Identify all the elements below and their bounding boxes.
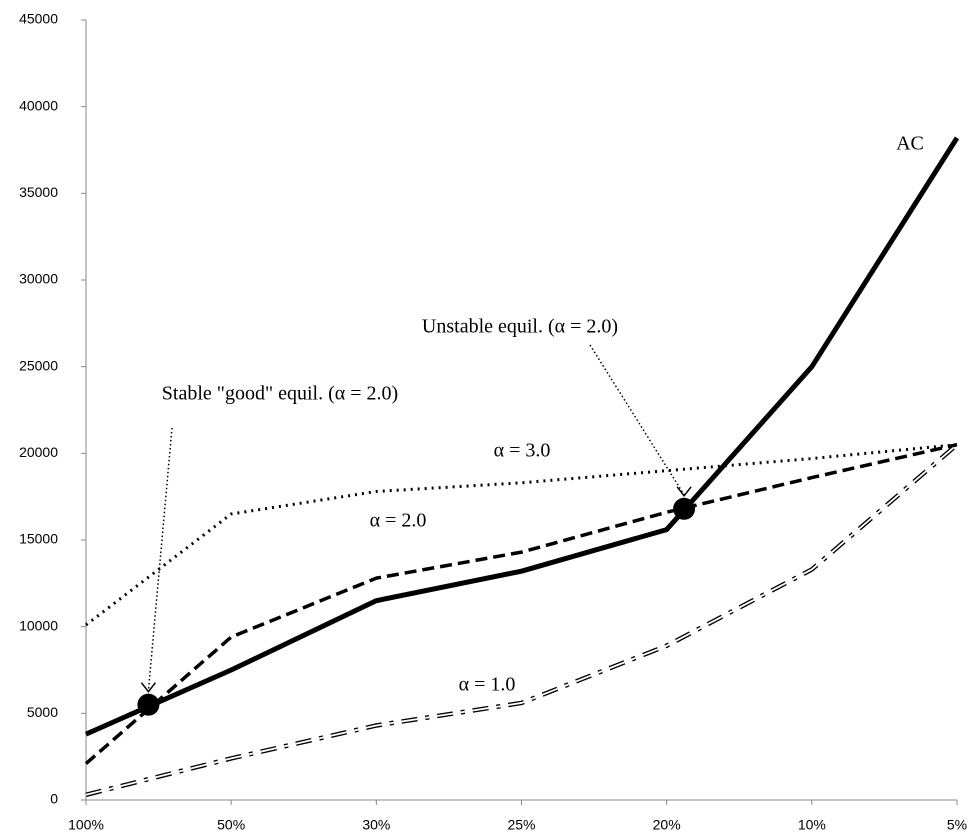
y-tick-label: 30000 [19, 271, 58, 287]
series-line [84, 442, 958, 765]
arrow-head [676, 486, 692, 498]
x-tick-label: 10% [798, 817, 826, 833]
y-tick-label: 0 [50, 791, 58, 807]
y-tick-label: 45000 [19, 11, 58, 27]
x-tick-label: 100% [68, 817, 104, 833]
annotation: Unstable equil. (α = 2.0) [422, 316, 618, 338]
annotation-arrow [147, 427, 173, 691]
y-tick-label: 25000 [19, 357, 58, 373]
annotation: Stable "good" equil. (α = 2.0) [162, 383, 398, 405]
equilibrium-point [673, 497, 696, 520]
x-tick-label: 20% [653, 817, 681, 833]
series-label: α = 3.0 [494, 440, 551, 462]
arrow-head [140, 682, 157, 693]
series-label: AC [896, 133, 924, 155]
y-tick-label: 15000 [19, 531, 58, 547]
equilibrium-point [137, 693, 160, 716]
x-tick-label: 25% [507, 817, 535, 833]
y-tick-label: 40000 [19, 97, 58, 113]
series-label: α = 1.0 [459, 674, 516, 696]
series-line [85, 442, 959, 797]
x-tick-label: 50% [217, 817, 245, 833]
annotation-arrow [589, 344, 685, 496]
y-tick-label: 20000 [19, 444, 58, 460]
y-tick-label: 10000 [19, 617, 58, 633]
series-line [85, 443, 958, 796]
series-line [85, 443, 958, 627]
x-tick-label: 5% [947, 817, 967, 833]
y-tick-label: 5000 [27, 704, 58, 720]
series-label: α = 2.0 [370, 510, 427, 532]
series-line [84, 136, 960, 737]
y-tick-label: 35000 [19, 184, 58, 200]
x-tick-label: 30% [362, 817, 390, 833]
